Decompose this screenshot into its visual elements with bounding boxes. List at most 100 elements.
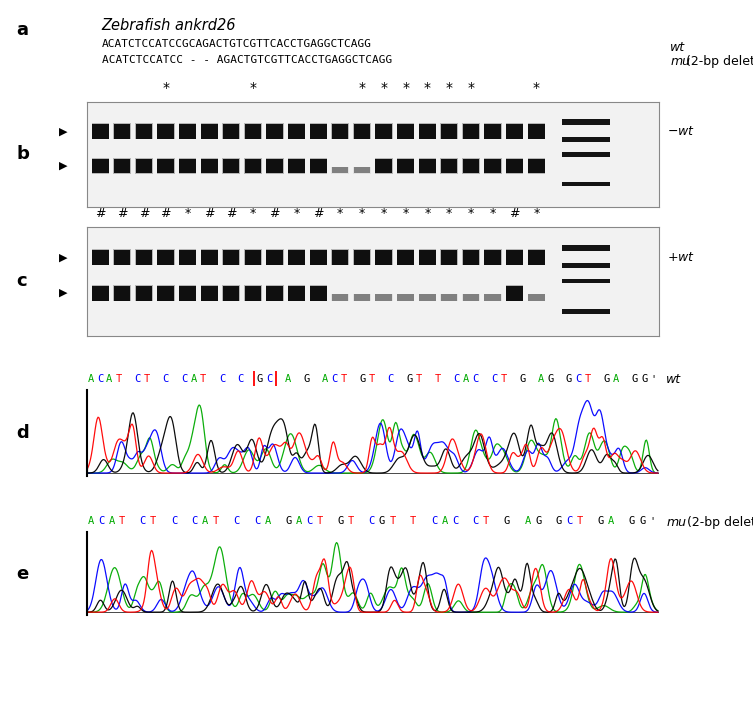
Bar xyxy=(562,152,610,157)
Bar xyxy=(113,285,131,301)
Text: G: G xyxy=(566,373,572,384)
Bar xyxy=(441,294,458,300)
Bar xyxy=(288,285,306,301)
Bar xyxy=(178,158,197,174)
Text: *: * xyxy=(358,81,365,95)
Text: (2-bp deletion): (2-bp deletion) xyxy=(683,516,753,529)
Text: C: C xyxy=(192,516,198,526)
Bar xyxy=(397,293,414,301)
Bar xyxy=(332,124,349,138)
Bar xyxy=(484,159,501,173)
Text: *: * xyxy=(184,207,191,220)
Text: G: G xyxy=(597,516,604,526)
Text: C: C xyxy=(472,373,478,384)
Bar xyxy=(92,124,109,139)
Bar xyxy=(441,293,458,301)
Text: Zebrafish ankrd26: Zebrafish ankrd26 xyxy=(102,18,236,32)
Text: *: * xyxy=(446,81,453,95)
Text: A: A xyxy=(296,516,302,526)
Text: #: # xyxy=(160,207,171,220)
Bar xyxy=(136,286,152,300)
Bar xyxy=(484,124,501,138)
Bar xyxy=(245,124,261,138)
Text: G: G xyxy=(632,373,638,384)
Text: $+wt$: $+wt$ xyxy=(667,251,696,264)
Bar xyxy=(506,158,523,174)
Bar xyxy=(332,294,349,300)
Bar xyxy=(178,124,197,139)
Text: ': ' xyxy=(651,373,657,384)
Bar xyxy=(179,159,196,173)
Text: C: C xyxy=(254,516,261,526)
Text: ': ' xyxy=(650,516,656,526)
Bar xyxy=(200,249,218,265)
Text: e: e xyxy=(17,564,29,583)
Bar xyxy=(267,159,283,173)
Text: G: G xyxy=(629,516,635,526)
Bar xyxy=(288,124,305,138)
Text: T: T xyxy=(410,516,416,526)
Bar xyxy=(114,124,130,138)
Text: G: G xyxy=(303,373,309,384)
Text: wt: wt xyxy=(666,373,681,386)
Bar xyxy=(562,119,610,125)
Bar xyxy=(92,285,109,301)
Bar xyxy=(157,124,174,138)
Bar xyxy=(136,124,152,138)
Text: T: T xyxy=(119,516,125,526)
Bar xyxy=(562,245,610,251)
Bar xyxy=(419,159,436,173)
Bar xyxy=(528,159,544,173)
Bar xyxy=(441,250,458,265)
Text: *: * xyxy=(533,207,539,220)
Bar xyxy=(178,249,197,265)
Text: *: * xyxy=(294,207,300,220)
Text: G: G xyxy=(641,373,648,384)
Bar xyxy=(484,294,501,300)
Text: C: C xyxy=(575,373,581,384)
Text: d: d xyxy=(17,424,29,442)
Bar xyxy=(398,294,414,300)
Bar xyxy=(375,124,392,139)
Bar xyxy=(528,250,544,265)
Bar xyxy=(528,158,545,174)
Text: C: C xyxy=(388,373,394,384)
Bar xyxy=(462,293,480,301)
Text: T: T xyxy=(416,373,422,384)
Bar xyxy=(376,294,392,300)
Text: G: G xyxy=(535,516,541,526)
Text: A: A xyxy=(463,373,469,384)
Text: T: T xyxy=(483,516,489,526)
Bar xyxy=(157,158,175,174)
Bar xyxy=(331,249,349,265)
Bar xyxy=(288,159,305,173)
Bar xyxy=(484,249,501,265)
Text: A: A xyxy=(538,373,544,384)
Bar xyxy=(484,158,501,174)
Bar xyxy=(179,250,196,265)
Text: #: # xyxy=(139,207,149,220)
Text: *: * xyxy=(446,207,453,220)
Text: T: T xyxy=(150,516,157,526)
Text: ▶: ▶ xyxy=(59,126,68,136)
Text: *: * xyxy=(402,207,409,220)
Bar xyxy=(353,124,370,139)
Bar xyxy=(441,158,458,174)
Bar xyxy=(353,166,370,174)
Text: (2-bp deletion): (2-bp deletion) xyxy=(682,55,753,68)
Text: G: G xyxy=(547,373,553,384)
Bar xyxy=(331,293,349,301)
Text: *: * xyxy=(381,207,387,220)
Text: c: c xyxy=(17,272,27,290)
Bar xyxy=(506,249,523,265)
Text: #: # xyxy=(313,207,324,220)
Text: C: C xyxy=(453,373,459,384)
Bar xyxy=(244,285,262,301)
Text: T: T xyxy=(341,373,347,384)
Bar xyxy=(528,294,544,300)
Text: G: G xyxy=(379,516,386,526)
Bar xyxy=(309,158,328,174)
Text: A: A xyxy=(322,373,328,384)
Bar xyxy=(223,159,239,173)
Bar xyxy=(419,124,436,138)
